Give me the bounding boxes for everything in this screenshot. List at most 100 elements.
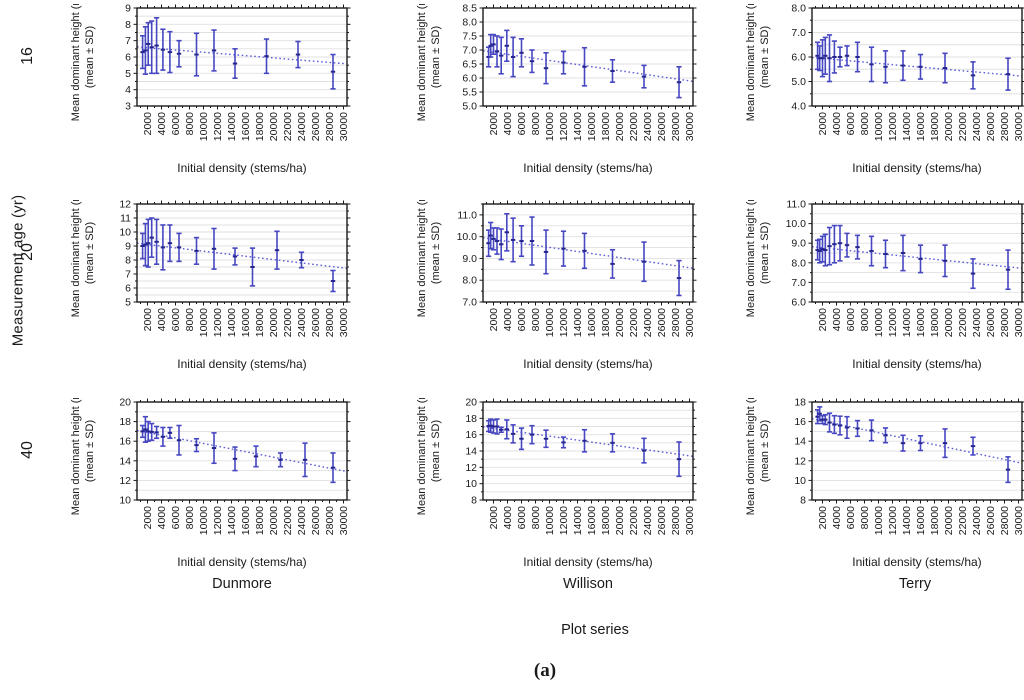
y-tick-label: 8.5 <box>462 4 477 15</box>
x-tick-label: 24000 <box>296 112 308 141</box>
x-tick-label: 6000 <box>845 506 857 530</box>
x-axis-title: Initial density (stems/ha) <box>523 555 652 569</box>
x-tick-label: 18000 <box>600 308 612 337</box>
y-tick-label: 10.0 <box>457 231 478 243</box>
y-tick-label: 10 <box>794 475 806 487</box>
x-tick-label: 16000 <box>915 112 927 141</box>
y-tick-label: 9 <box>125 241 131 253</box>
panel-dunmore-age40: 10 12 14 16 18 20 2000 4000 6000 8000 10000 12000 14… <box>70 398 351 569</box>
series-label-dunmore: Dunmore <box>212 576 272 592</box>
x-tick-label: 16000 <box>240 506 252 535</box>
x-tick-label: 30000 <box>1013 308 1024 337</box>
x-tick-label: 28000 <box>324 308 336 337</box>
x-tick-label: 4000 <box>831 308 843 332</box>
y-tick-label: 8.0 <box>462 275 477 287</box>
y-tick-label: 8 <box>125 19 131 31</box>
figure-caption: (a) <box>533 660 557 681</box>
y-tick-label: 12 <box>119 200 131 211</box>
y-tick-label: 11.0 <box>786 200 806 211</box>
y-axis-title-line1: Mean dominant height (m) <box>70 398 82 515</box>
x-tick-label: 16000 <box>586 506 598 535</box>
y-axis-title-line1: Mean dominant height (m) <box>745 4 757 121</box>
y-axis-title-line2: (mean ± SD) <box>84 26 96 88</box>
x-tick-label: 2000 <box>817 112 829 136</box>
x-tick-label: 2000 <box>142 112 154 136</box>
x-tick-label: 8000 <box>859 506 871 530</box>
x-tick-label: 30000 <box>684 506 696 535</box>
y-tick-label: 6.0 <box>791 52 806 64</box>
y-tick-label: 14 <box>119 455 131 467</box>
x-tick-label: 14000 <box>901 506 913 535</box>
trend-line <box>811 246 1023 269</box>
x-tick-label: 30000 <box>684 308 696 337</box>
x-tick-label: 26000 <box>310 308 322 337</box>
x-tick-label: 8000 <box>530 112 542 136</box>
x-axis-title: Initial density (stems/ha) <box>523 161 652 175</box>
x-tick-label: 16000 <box>586 112 598 141</box>
x-tick-label: 28000 <box>324 506 336 535</box>
y-axis-title-line2: (mean ± SD) <box>759 26 771 88</box>
x-tick-label: 4000 <box>156 506 168 530</box>
y-tick-label: 12 <box>465 462 477 474</box>
x-tick-label: 12000 <box>212 506 224 535</box>
x-tick-label: 26000 <box>656 506 668 535</box>
x-tick-label: 26000 <box>310 506 322 535</box>
x-tick-label: 28000 <box>670 506 682 535</box>
y-tick-label: 5 <box>125 68 131 80</box>
y-tick-label: 10 <box>465 478 477 490</box>
x-tick-label: 10000 <box>198 112 210 141</box>
x-tick-label: 30000 <box>338 308 350 337</box>
y-tick-label: 11 <box>120 213 131 225</box>
x-tick-label: 22000 <box>282 112 294 141</box>
x-tick-label: 24000 <box>971 308 983 337</box>
x-tick-label: 30000 <box>338 506 350 535</box>
trend-line <box>482 50 694 83</box>
x-tick-label: 30000 <box>1013 112 1024 141</box>
x-tick-label: 2000 <box>488 112 500 136</box>
x-tick-label: 26000 <box>985 112 997 141</box>
series-label-terry: Terry <box>898 576 932 592</box>
x-tick-label: 20000 <box>943 112 955 141</box>
x-tick-label: 14000 <box>901 308 913 337</box>
y-tick-label: 7 <box>125 35 131 47</box>
trend-line <box>811 56 1023 77</box>
y-tick-label: 10.0 <box>786 218 807 230</box>
x-axis-title: Initial density (stems/ha) <box>177 357 306 371</box>
x-tick-label: 20000 <box>268 308 280 337</box>
y-tick-label: 6 <box>125 52 131 64</box>
y-tick-label: 6.0 <box>462 73 477 85</box>
y-tick-label: 18 <box>465 413 477 425</box>
y-tick-label: 5.0 <box>791 76 806 88</box>
plot-frame <box>482 7 694 107</box>
y-tick-label: 9.0 <box>462 253 477 265</box>
x-tick-label: 18000 <box>254 112 266 141</box>
x-tick-label: 24000 <box>642 308 654 337</box>
row-age-label-20: 20 <box>19 243 36 261</box>
panel-terry-age16: 4.0 5.0 6.0 7.0 8.0 2000 4000 6000 8000 10000 1200… <box>745 4 1024 175</box>
x-tick-label: 28000 <box>999 308 1011 337</box>
y-tick-label: 5.5 <box>462 87 477 99</box>
y-tick-label: 5.0 <box>462 101 477 113</box>
panel-dunmore-age20: 5 6 7 8 9 10 11 12 2000 4000 6000 8000 10000 12000 140… <box>70 200 351 371</box>
y-axis-title-line2: (mean ± SD) <box>84 222 96 284</box>
x-tick-label: 6000 <box>170 308 182 332</box>
x-tick-label: 6000 <box>845 112 857 136</box>
x-tick-label: 16000 <box>915 506 927 535</box>
x-tick-label: 8000 <box>859 112 871 136</box>
x-tick-label: 12000 <box>887 112 899 141</box>
x-tick-label: 8000 <box>184 506 196 530</box>
x-tick-label: 22000 <box>282 506 294 535</box>
y-tick-label: 8 <box>125 255 131 267</box>
x-tick-label: 22000 <box>628 506 640 535</box>
y-axis-title-line1: Mean dominant height (m) <box>70 200 82 317</box>
y-tick-label: 9.0 <box>791 238 806 250</box>
trend-line <box>136 46 348 65</box>
x-axis-title: Initial density (stems/ha) <box>177 161 306 175</box>
panel-terry-age20: 6.0 7.0 8.0 9.0 10.0 11.0 2000 4000 6000 8000 1000… <box>745 200 1024 371</box>
x-tick-label: 14000 <box>901 112 913 141</box>
x-tick-label: 12000 <box>212 308 224 337</box>
plot-frame <box>482 203 694 303</box>
y-axis-title-line2: (mean ± SD) <box>430 26 442 88</box>
trend-line <box>136 242 348 270</box>
x-tick-label: 20000 <box>614 308 626 337</box>
